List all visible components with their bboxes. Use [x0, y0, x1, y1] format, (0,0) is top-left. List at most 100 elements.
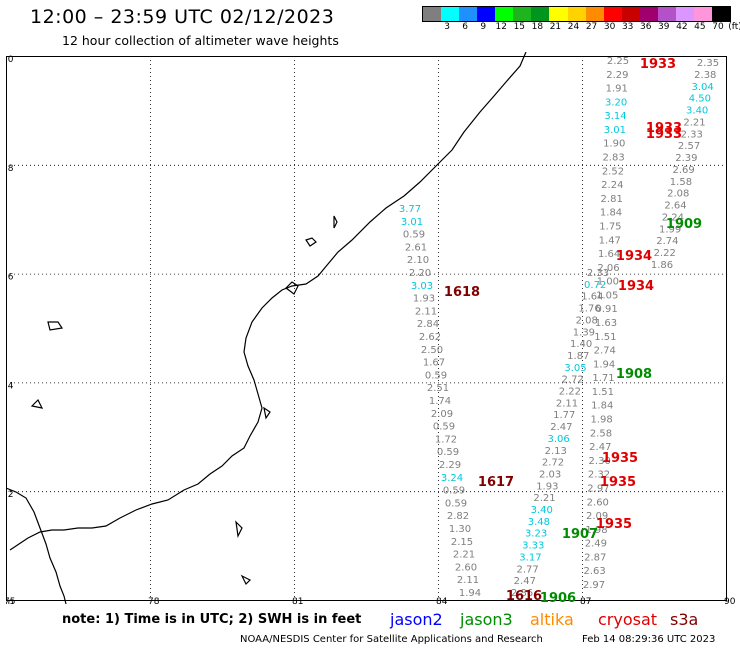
wave-height-label: 3.33	[522, 541, 544, 552]
wave-height-label: 2.50	[421, 345, 443, 356]
legend-jason2: jason2	[390, 610, 443, 629]
lon-tick-label: 90	[724, 597, 736, 604]
coastline-mainland	[9, 52, 527, 551]
wave-height-label: 1.93	[413, 294, 435, 305]
island-4	[47, 321, 64, 331]
island-1	[333, 215, 338, 229]
scale-swatch	[441, 7, 460, 21]
wave-height-label: 2.58	[590, 428, 612, 439]
wave-height-label: 1.58	[670, 177, 692, 188]
wave-height-label: 1.00	[597, 277, 619, 288]
scale-swatch	[621, 7, 640, 21]
wave-height-label: 2.11	[415, 306, 437, 317]
wave-height-label: 2.61	[405, 242, 427, 253]
wave-height-label: 2.74	[594, 346, 616, 357]
wave-height-label: 2.06	[597, 263, 619, 274]
wave-height-label: 3.05	[564, 363, 586, 374]
wave-height-label: 2.38	[694, 70, 716, 81]
pass-time-label: 1934	[618, 279, 654, 294]
pass-time-labels: 1933193319331909193419341618190819351617…	[444, 57, 702, 604]
wave-height-label: 0.72	[584, 280, 606, 291]
legend-s3a: s3a	[670, 610, 699, 629]
wave-height-label: 2.39	[675, 153, 697, 164]
wave-height-label: 3.17	[519, 552, 541, 563]
lon-tick-label: 81	[292, 597, 303, 604]
wave-height-label: 1.64	[581, 292, 603, 303]
wave-height-color-scale	[422, 6, 731, 22]
wave-height-label: 2.29	[439, 460, 461, 471]
wave-height-label: 1.71	[592, 373, 614, 384]
wave-height-label: 3.24	[441, 473, 463, 484]
wave-height-label: 1.90	[603, 139, 625, 150]
wave-height-label: 1.94	[593, 359, 615, 370]
pass-time-label: 1907	[562, 527, 598, 542]
wave-height-label: 2.86	[511, 588, 533, 599]
wave-height-label: 2.22	[559, 387, 581, 398]
altimeter-tracks: 1.942.112.602.212.151.302.820.590.593.24…	[399, 56, 719, 599]
lat-tick-label: 10	[6, 599, 14, 604]
wave-height-label: 1.94	[459, 588, 481, 599]
scale-label: 15	[513, 22, 526, 32]
wave-height-label: 1.74	[429, 396, 451, 407]
wave-height-label: 1.39	[573, 327, 595, 338]
page-title: 12:00 – 23:59 UTC 02/12/2023	[30, 6, 335, 28]
scale-swatch	[675, 7, 694, 21]
wave-height-label: 1.30	[449, 524, 471, 535]
wave-height-label: 1.40	[570, 339, 592, 350]
lat-tick-label: 18	[6, 164, 14, 174]
scale-label: 18	[531, 22, 544, 32]
scale-swatch	[531, 7, 550, 21]
wave-height-label: 2.77	[516, 564, 538, 575]
wave-height-label: 2.13	[545, 446, 567, 457]
legend-altika: altika	[530, 610, 574, 629]
wave-height-label: 1.64	[598, 249, 620, 260]
pass-time-label: 1908	[616, 367, 652, 382]
scale-label: 27	[585, 22, 598, 32]
lat-tick-label: 12	[6, 490, 13, 500]
scale-swatch	[657, 7, 676, 21]
wave-height-label: 2.62	[419, 332, 441, 343]
wave-height-label: 3.01	[604, 125, 626, 136]
legend-cryosat: cryosat	[598, 610, 658, 629]
scale-label: 6	[462, 22, 469, 32]
wave-height-label: 2.47	[550, 422, 572, 433]
altimeter-map: 757881848790201816141210 1.942.112.602.2…	[6, 52, 736, 604]
wave-height-label: 2.24	[601, 180, 623, 191]
wave-height-label: 2.87	[584, 552, 606, 563]
scale-swatch	[513, 7, 532, 21]
wave-height-label: 2.57	[678, 141, 700, 152]
scale-label: 30	[603, 22, 616, 32]
wave-height-label: 0.59	[443, 486, 465, 497]
wave-height-label: 1.76	[578, 304, 600, 315]
scale-swatch	[693, 7, 712, 21]
legend-jason3: jason3	[460, 610, 513, 629]
wave-height-label: 2.60	[587, 497, 609, 508]
lat-tick-label: 20	[6, 55, 14, 65]
scale-label: 42	[676, 22, 688, 32]
wave-height-label: 0.59	[403, 230, 425, 241]
pass-time-label: 1933	[646, 127, 682, 142]
scale-unit: (ft)	[728, 22, 740, 32]
pass-time-label: 1935	[596, 517, 632, 532]
generated-timestamp: Feb 14 08:29:36 UTC 2023	[582, 634, 716, 645]
map-frame	[6, 56, 727, 601]
wave-height-label: 2.25	[607, 56, 629, 67]
scale-swatch	[549, 7, 568, 21]
scale-label: 33	[621, 22, 634, 32]
wave-height-label: 2.09	[431, 409, 453, 420]
wave-height-label: 1.98	[590, 415, 612, 426]
island-3	[285, 281, 299, 295]
scale-swatch	[459, 7, 478, 21]
wave-height-label: 3.23	[525, 529, 547, 540]
wave-height-label: 2.21	[453, 550, 475, 561]
lon-tick-label: 75	[6, 597, 15, 604]
wave-height-label: 0.59	[445, 498, 467, 509]
wave-height-label: 3.48	[528, 517, 550, 528]
scale-label: 24	[567, 22, 580, 32]
wave-height-label: 1.75	[599, 221, 621, 232]
scale-label: 70	[712, 22, 724, 32]
footnote: note: 1) Time is in UTC; 2) SWH is in fe…	[62, 612, 362, 627]
wave-height-label: 1.77	[553, 410, 575, 421]
